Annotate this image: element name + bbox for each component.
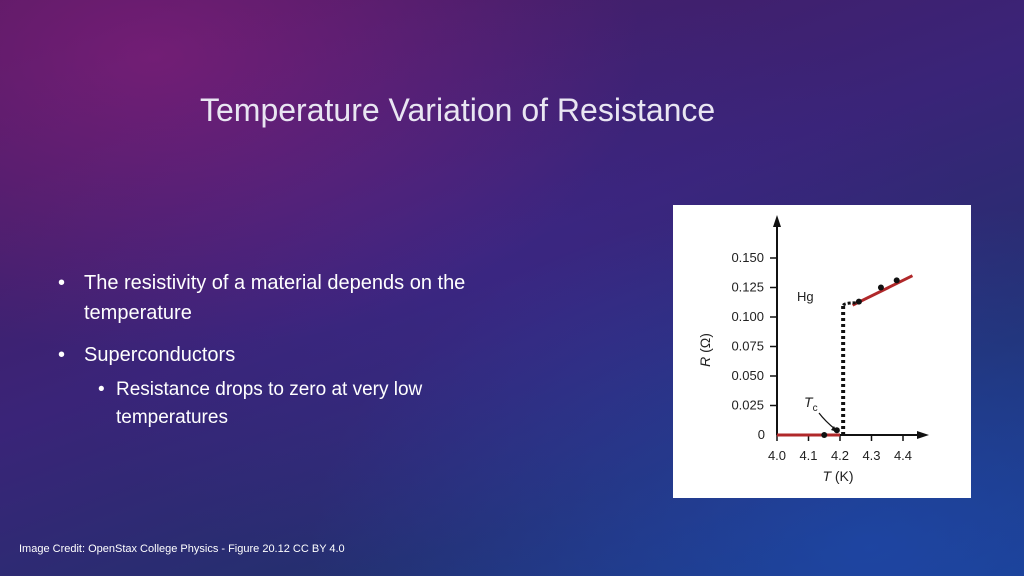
y-axis-arrow-icon <box>773 215 781 227</box>
transition-curve <box>842 301 856 307</box>
bullet-icon: • <box>58 272 66 294</box>
x-tick-label: 4.1 <box>799 448 817 463</box>
x-tick-label: 4.4 <box>894 448 912 463</box>
sub-bullet-text: Resistance drops to zero at very low tem… <box>116 379 423 428</box>
y-tick-label: 0.125 <box>731 280 764 295</box>
image-credit: Image Credit: OpenStax College Physics -… <box>19 543 345 555</box>
x-axis-title: T (K) <box>822 468 853 484</box>
bullet-item: • The resistivity of a material depends … <box>58 268 478 328</box>
sub-bullet-item: • Resistance drops to zero at very low t… <box>98 376 478 432</box>
tc-label: Tc <box>804 394 818 414</box>
y-tick-label: 0.050 <box>731 368 764 383</box>
x-tick-label: 4.0 <box>768 448 786 463</box>
data-point <box>821 432 828 438</box>
bullet-text: The resistivity of a material depends on… <box>84 272 466 324</box>
slide-title: Temperature Variation of Resistance <box>200 92 716 128</box>
y-tick-label: 0 <box>758 427 765 442</box>
x-axis-arrow-icon <box>917 431 929 439</box>
bullet-icon: • <box>98 379 105 400</box>
bullet-icon: • <box>58 344 66 366</box>
bullet-text: Superconductors <box>84 344 236 366</box>
y-tick-label: 0.075 <box>731 339 764 354</box>
data-point <box>877 284 884 291</box>
tc-pointer-arrow-icon <box>831 426 837 432</box>
x-tick-label: 4.3 <box>862 448 880 463</box>
data-point <box>855 298 862 305</box>
resistance-chart: 0 0.025 0.050 0.075 0.100 0.125 0.150 4.0 4.1 4.2… <box>697 215 929 484</box>
y-tick-label: 0.100 <box>731 309 764 324</box>
series-label: Hg <box>797 289 814 304</box>
chart-panel: 0 0.025 0.050 0.075 0.100 0.125 0.150 4.0 4.1 4.2… <box>673 205 971 498</box>
y-tick-label: 0.150 <box>731 250 764 265</box>
series-line-high <box>851 274 914 307</box>
y-tick-label: 0.025 <box>731 398 764 413</box>
bullet-list: • The resistivity of a material depends … <box>58 268 478 432</box>
bullet-item: • Superconductors <box>58 340 478 370</box>
data-point <box>893 277 900 284</box>
x-tick-label: 4.2 <box>831 448 849 463</box>
y-axis-title: R (Ω) <box>697 333 713 367</box>
